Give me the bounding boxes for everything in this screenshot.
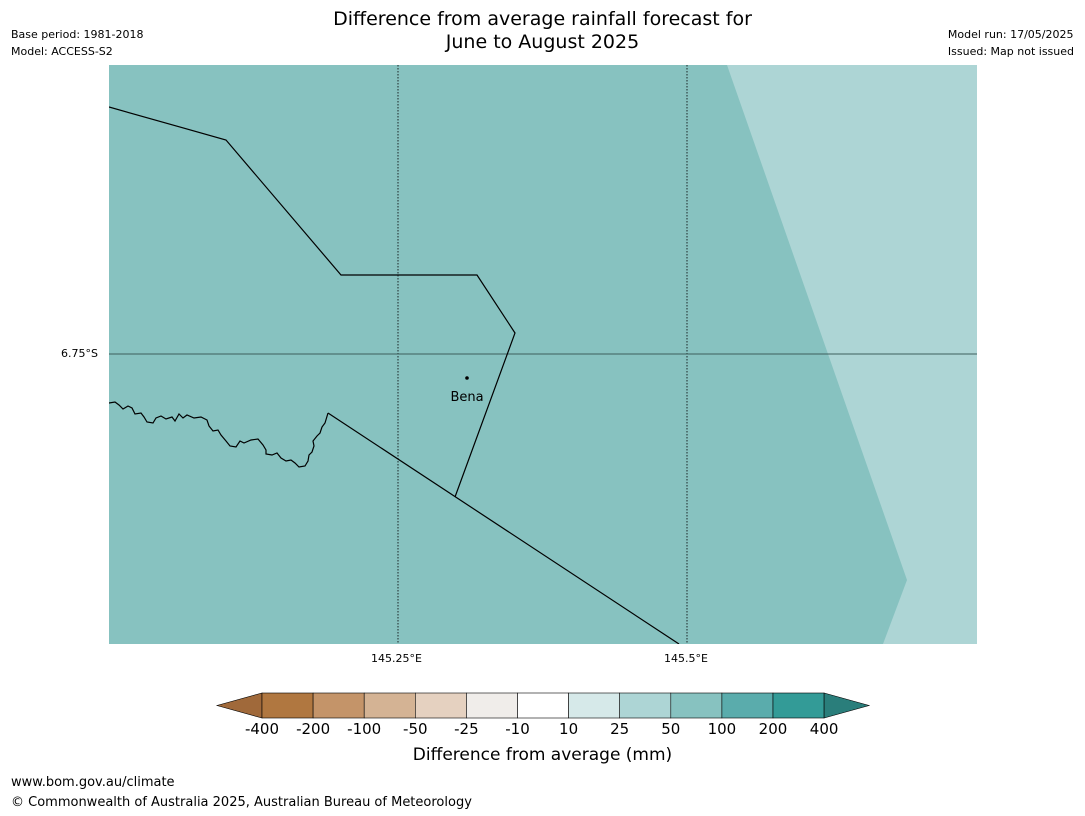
colorbar-extend-low bbox=[215, 692, 263, 719]
colorbar-segment bbox=[517, 692, 569, 719]
colorbar-segment bbox=[721, 692, 774, 719]
colorbar-tick-label: 400 bbox=[809, 720, 839, 738]
model-name: Model: ACCESS-S2 bbox=[11, 45, 113, 58]
colorbar-segment bbox=[261, 692, 314, 719]
title-line-1: Difference from average rainfall forecas… bbox=[333, 8, 752, 30]
colorbar-tick-label: 200 bbox=[758, 720, 788, 738]
footer-url[interactable]: www.bom.gov.au/climate bbox=[11, 775, 175, 790]
colorbar-tick-label: -10 bbox=[505, 720, 530, 738]
colorbar-segment bbox=[312, 692, 365, 719]
colorbar-tick-label: 100 bbox=[707, 720, 737, 738]
title-line-2: June to August 2025 bbox=[445, 31, 640, 53]
base-period: Base period: 1981-2018 bbox=[11, 28, 144, 41]
colorbar-segment bbox=[568, 692, 621, 719]
bena-marker[interactable] bbox=[465, 376, 469, 380]
colorbar-title: Difference from average (mm) bbox=[412, 745, 673, 765]
footer-copyright: © Commonwealth of Australia 2025, Austra… bbox=[11, 795, 472, 810]
map-title: Difference from average rainfall forecas… bbox=[0, 8, 1085, 54]
colorbar-segment bbox=[619, 692, 672, 719]
colorbar-tick-label: -25 bbox=[454, 720, 479, 738]
colorbar-tick-label: 25 bbox=[610, 720, 630, 738]
longitude-label-2: 145.5°E bbox=[664, 652, 708, 665]
latitude-label: 6.75°S bbox=[61, 347, 98, 360]
colorbar-segment bbox=[363, 692, 416, 719]
colorbar-segment bbox=[670, 692, 723, 719]
map-canvas[interactable]: Bena bbox=[109, 65, 977, 644]
colorbar-segment bbox=[466, 692, 518, 719]
colorbar bbox=[215, 692, 871, 719]
colorbar-segment bbox=[415, 692, 467, 719]
colorbar-tick-label: -200 bbox=[296, 720, 331, 738]
colorbar-extend-high bbox=[823, 692, 871, 719]
issued-status: Issued: Map not issued bbox=[947, 45, 1074, 58]
bena-label: Bena bbox=[450, 390, 483, 405]
river-coastline bbox=[109, 401, 329, 468]
model-run: Model run: 17/05/2025 bbox=[947, 28, 1074, 41]
colorbar-tick-label: -100 bbox=[347, 720, 382, 738]
colorbar-tick-label: -400 bbox=[244, 720, 280, 738]
colorbar-segment bbox=[772, 692, 825, 719]
colorbar-tick-label: 10 bbox=[559, 720, 579, 738]
province-boundary-south bbox=[327, 412, 680, 644]
province-boundary-north bbox=[109, 106, 516, 498]
meta-right: Model run: 17/05/2025 Issued: Map not is… bbox=[948, 26, 1074, 60]
meta-left: Base period: 1981-2018 Model: ACCESS-S2 bbox=[11, 26, 143, 60]
colorbar-tick-label: 50 bbox=[661, 720, 681, 738]
longitude-label-1: 145.25°E bbox=[371, 652, 422, 665]
colorbar-tick-label: -50 bbox=[403, 720, 428, 738]
